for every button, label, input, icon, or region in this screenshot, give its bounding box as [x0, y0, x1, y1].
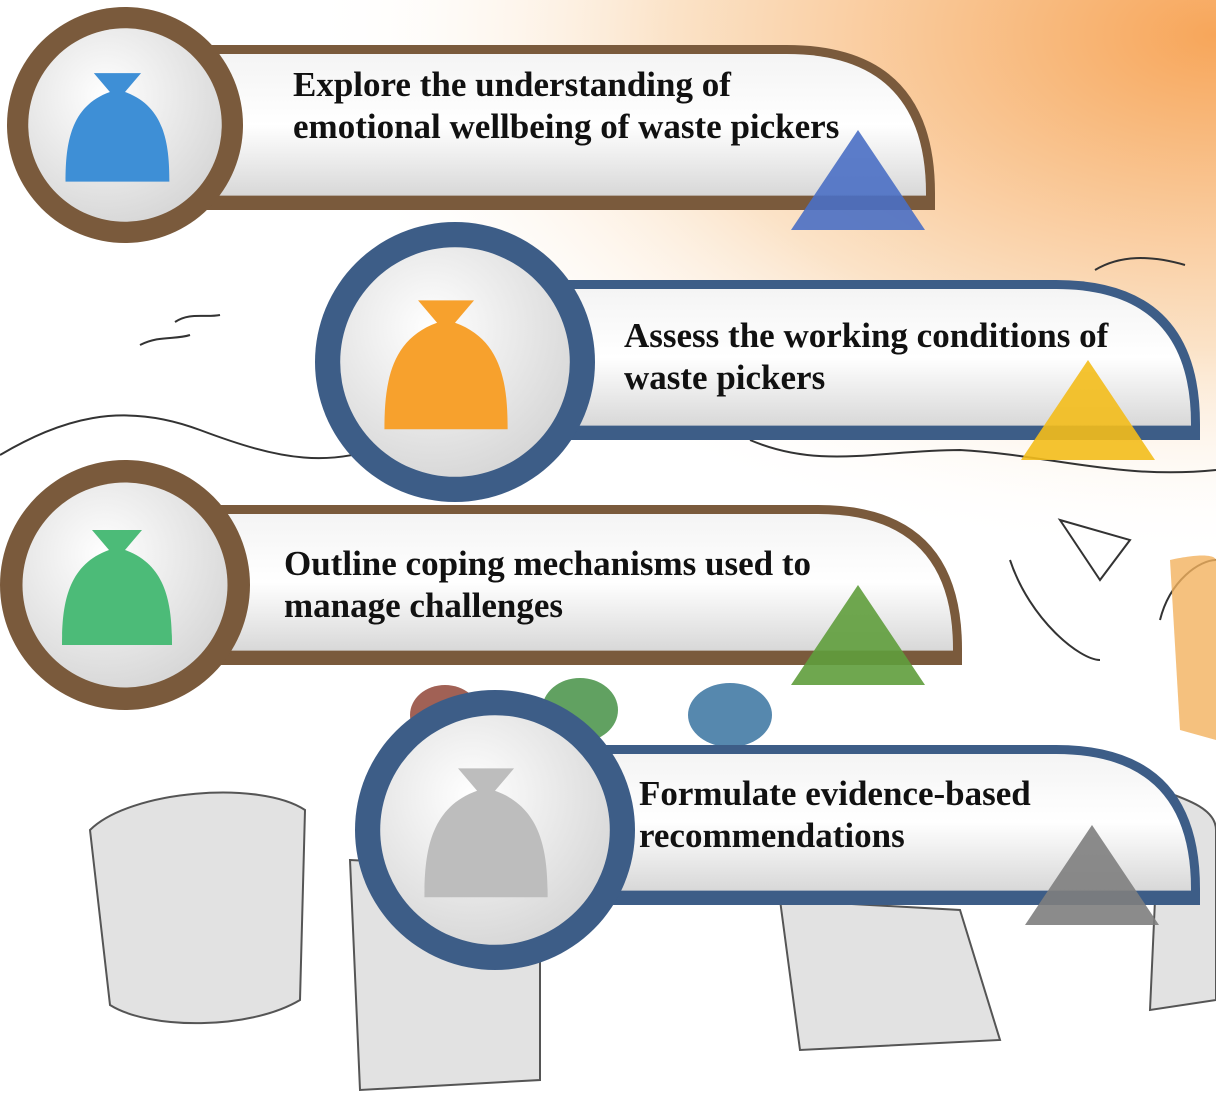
objective-text: Explore the understanding of emotional w… [293, 64, 853, 148]
objective-text: Formulate evidence-based recommendations [639, 773, 1139, 857]
page: Explore the understanding of emotional w… [0, 0, 1216, 1100]
objective-text: Assess the working conditions of waste p… [624, 315, 1144, 399]
objective-text: Outline coping mechanisms used to manage… [284, 543, 904, 627]
